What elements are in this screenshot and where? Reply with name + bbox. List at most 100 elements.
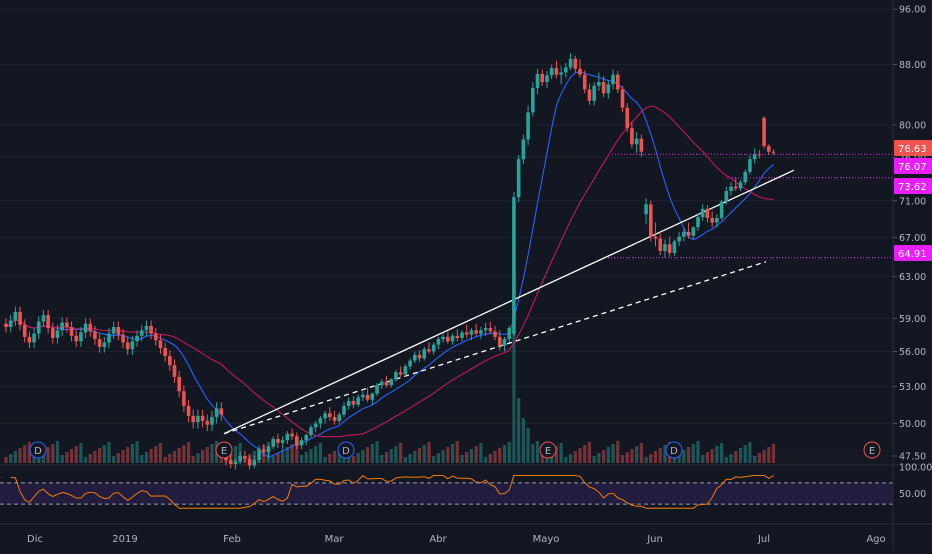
time-tick-label: Mar bbox=[325, 534, 345, 545]
time-tick-label: Abr bbox=[429, 534, 447, 545]
volume-bar bbox=[154, 446, 158, 463]
candle-body bbox=[271, 438, 275, 447]
volume-bar bbox=[389, 449, 393, 463]
candle-body bbox=[93, 331, 97, 340]
candle-body bbox=[488, 328, 493, 332]
candle-body bbox=[743, 171, 747, 183]
volume-bar bbox=[276, 453, 280, 463]
time-tick-label: Dic bbox=[27, 534, 43, 545]
trendline[interactable] bbox=[223, 169, 795, 435]
candle-body bbox=[497, 336, 502, 346]
candle-body bbox=[22, 324, 27, 337]
volume-bar bbox=[98, 448, 102, 463]
candle-body bbox=[710, 217, 714, 223]
candle-body bbox=[116, 326, 121, 335]
volume-bar bbox=[630, 449, 634, 463]
trendlines[interactable] bbox=[223, 169, 795, 435]
volume-bar bbox=[60, 455, 64, 463]
volume-bar bbox=[323, 457, 327, 463]
volume-bar bbox=[27, 442, 32, 463]
time-axis[interactable]: Dic 2019 Feb Mar Abr Mayo Jun Jul Ago bbox=[0, 523, 932, 545]
candle-body bbox=[469, 330, 474, 335]
volume-bar bbox=[18, 448, 22, 463]
volume-bar bbox=[375, 441, 379, 463]
price-tick-label: 53.00 bbox=[899, 382, 926, 393]
volume-bar bbox=[191, 456, 195, 463]
candle-body bbox=[649, 204, 653, 237]
volume-bar bbox=[83, 457, 88, 463]
volume-bar bbox=[149, 449, 153, 463]
candle-body bbox=[351, 400, 356, 405]
price-axis[interactable]: 96.0088.0080.0076.0071.0067.0063.0059.00… bbox=[892, 0, 932, 550]
time-tick-label: Feb bbox=[223, 534, 241, 545]
volume-bar bbox=[469, 449, 474, 463]
candle-body bbox=[738, 182, 743, 189]
candle-body bbox=[346, 400, 351, 406]
candle-body bbox=[13, 311, 18, 321]
price-tick-label: 96.00 bbox=[899, 5, 926, 16]
volume-bar bbox=[55, 441, 60, 463]
candle-body bbox=[18, 311, 22, 325]
volume-bar bbox=[299, 455, 304, 463]
volume-bar bbox=[564, 457, 568, 463]
event-marker-label: D bbox=[342, 446, 350, 457]
candle-body bbox=[441, 336, 445, 340]
candle-body bbox=[177, 376, 181, 392]
candle-body bbox=[228, 460, 233, 465]
candle-body bbox=[233, 461, 238, 465]
dividend-marker[interactable] bbox=[665, 441, 683, 459]
volume-bar bbox=[233, 446, 238, 463]
volume-bar bbox=[484, 457, 488, 463]
candle-body bbox=[88, 323, 93, 332]
rsi-tick-label: 100.00 bbox=[899, 463, 932, 474]
volume-bar bbox=[332, 451, 337, 463]
candle-body bbox=[261, 449, 266, 453]
volume-bar bbox=[427, 442, 431, 463]
volume-bar bbox=[361, 450, 365, 463]
price-label-text: 64.91 bbox=[898, 249, 927, 260]
volume-bar bbox=[526, 428, 530, 463]
candle-body bbox=[757, 154, 762, 156]
volume-bar bbox=[649, 454, 653, 463]
volume-bar bbox=[512, 333, 516, 463]
candle-body bbox=[149, 325, 153, 334]
dividend-marker[interactable] bbox=[29, 441, 47, 459]
volume-bar bbox=[696, 441, 700, 463]
candle-body bbox=[733, 186, 738, 189]
volume-bar bbox=[606, 447, 610, 463]
volume-bar bbox=[290, 444, 294, 463]
volume-bar bbox=[314, 446, 318, 463]
candle-body bbox=[564, 67, 568, 73]
volume-bar bbox=[351, 456, 356, 463]
earnings-marker[interactable] bbox=[539, 441, 557, 459]
moving-average-slow bbox=[5, 105, 774, 438]
earnings-marker[interactable] bbox=[863, 441, 881, 459]
volume-bar bbox=[281, 450, 285, 463]
candle-body bbox=[51, 328, 55, 339]
volume-bar bbox=[399, 443, 403, 463]
volume-bar bbox=[384, 452, 389, 463]
candle-body bbox=[210, 417, 214, 425]
horizontal-levels[interactable] bbox=[608, 153, 893, 259]
earnings-marker[interactable] bbox=[215, 441, 233, 459]
volume-bar bbox=[304, 452, 308, 463]
volume-bar bbox=[644, 457, 648, 463]
candle-body bbox=[32, 333, 36, 343]
candle-body bbox=[107, 333, 111, 343]
candle-body bbox=[507, 328, 511, 340]
volume-bar bbox=[51, 444, 55, 463]
volume-bar bbox=[715, 446, 719, 463]
volume-bar bbox=[210, 444, 214, 463]
volume-bar bbox=[705, 452, 710, 463]
candle-body bbox=[323, 413, 327, 419]
volume-bar bbox=[753, 456, 757, 463]
price-label-text: 73.62 bbox=[898, 182, 927, 193]
dividend-marker[interactable] bbox=[337, 441, 355, 459]
candle-body bbox=[502, 339, 507, 346]
trendline[interactable] bbox=[223, 261, 767, 435]
volume-bar bbox=[408, 454, 412, 463]
